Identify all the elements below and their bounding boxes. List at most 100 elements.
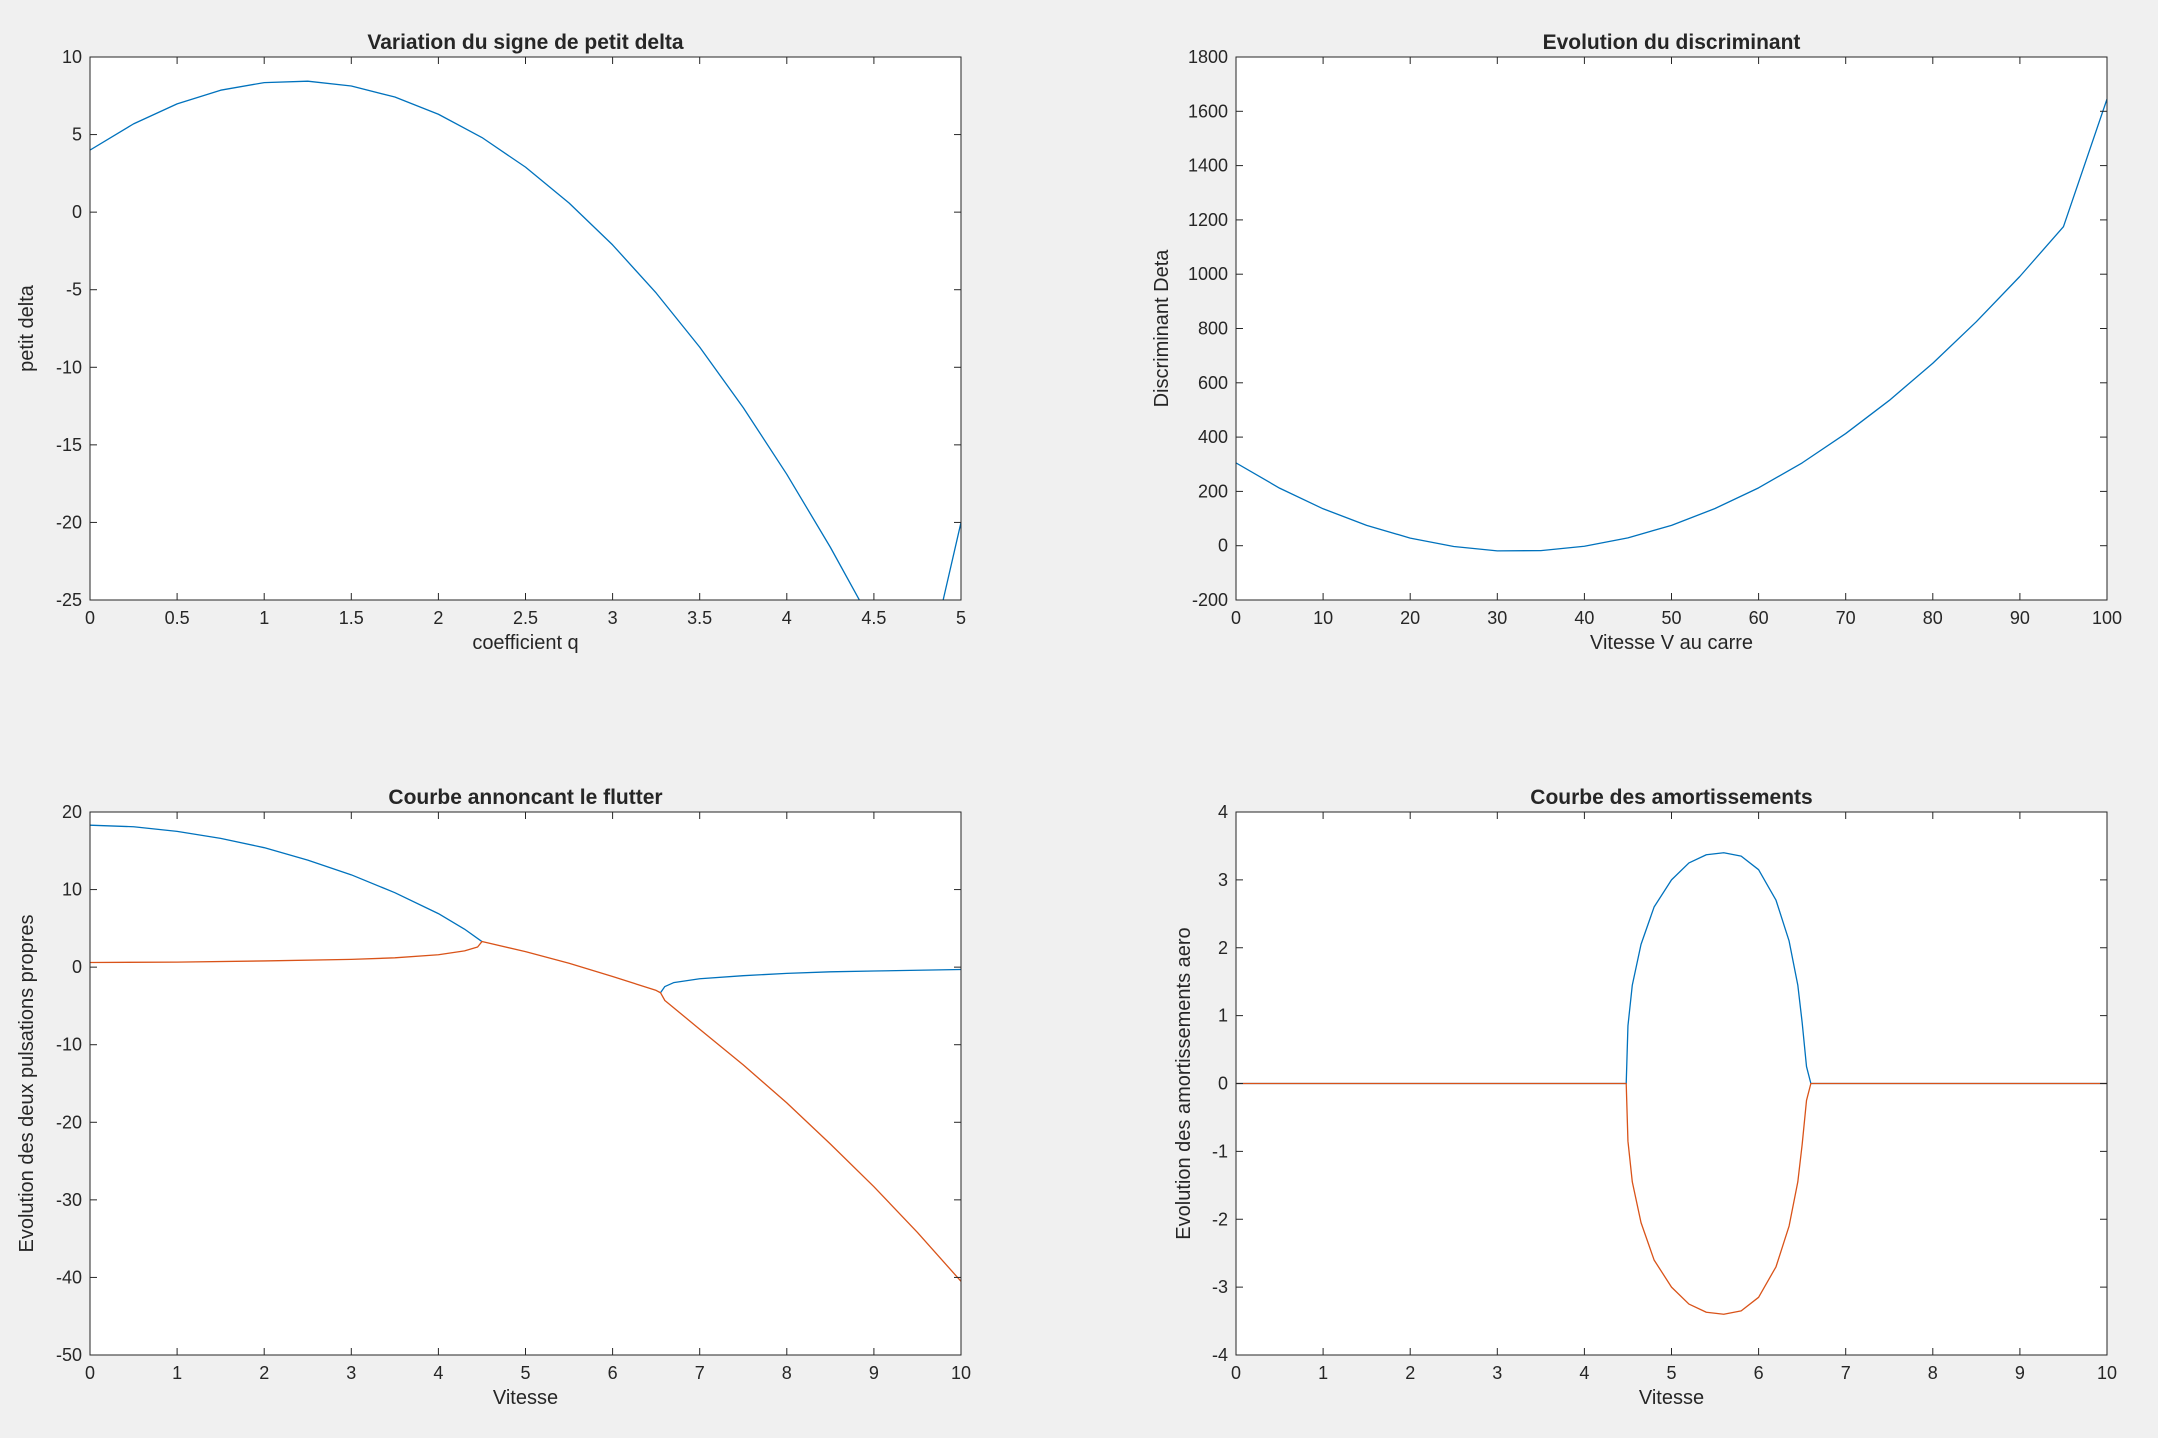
y-tick-label: 0	[72, 957, 82, 977]
y-tick-label: 10	[62, 880, 82, 900]
x-tick-label: 10	[2097, 1363, 2117, 1383]
y-tick-label: 10	[62, 47, 82, 67]
x-tick-label: 5	[1666, 1363, 1676, 1383]
x-axis-label: Vitesse	[493, 1387, 558, 1409]
x-tick-label: 0	[85, 1363, 95, 1383]
chart-title: Courbe des amortissements	[1530, 786, 1812, 809]
x-tick-label: 3	[1492, 1363, 1502, 1383]
y-tick-label: 1600	[1188, 101, 1228, 121]
x-tick-label: 0	[1231, 608, 1241, 628]
y-tick-label: -1	[1212, 1141, 1228, 1161]
y-axis-label: Evolution des deux pulsations propres	[16, 915, 38, 1253]
chart-title: Variation du signe de petit delta	[367, 31, 684, 54]
y-tick-label: 3	[1218, 870, 1228, 890]
y-tick-label: -20	[56, 512, 82, 532]
x-tick-label: 8	[1928, 1363, 1938, 1383]
series-group	[90, 824, 961, 1282]
x-tick-label: 100	[2092, 608, 2122, 628]
plot-area	[90, 812, 961, 1355]
series-line-1	[90, 80, 961, 600]
y-axis-label: Discriminant Deta	[1151, 249, 1173, 408]
y-tick-label: 0	[1218, 536, 1228, 556]
y-tick-label: -200	[1192, 590, 1228, 610]
plot-area	[90, 57, 961, 600]
y-tick-label: 4	[1218, 802, 1228, 822]
x-tick-label: 3.5	[687, 608, 712, 628]
x-tick-label: 70	[1836, 608, 1856, 628]
y-tick-label: 20	[62, 802, 82, 822]
x-tick-label: 0.5	[165, 608, 190, 628]
x-tick-label: 30	[1487, 608, 1507, 628]
x-tick-label: 6	[608, 1363, 618, 1383]
x-tick-label: 4	[433, 1363, 443, 1383]
x-tick-label: 4	[1579, 1363, 1589, 1383]
y-tick-label: 1400	[1188, 156, 1228, 176]
y-tick-label: -3	[1212, 1277, 1228, 1297]
y-tick-label: -5	[66, 280, 82, 300]
y-tick-label: 400	[1198, 427, 1228, 447]
x-tick-label: 5	[956, 608, 966, 628]
y-tick-label: 200	[1198, 481, 1228, 501]
x-axis-label: Vitesse V au carre	[1590, 632, 1753, 654]
x-tick-label: 3	[346, 1363, 356, 1383]
y-tick-label: 1800	[1188, 47, 1228, 67]
axes-3: 0 1 2 3 4 5 6 7 8 9 10 -50 -40 -30 -20 -10 0 10 20 Courbe a…	[16, 786, 971, 1409]
y-axis-label: Evolution des amortissements aero	[1173, 927, 1195, 1239]
series-group	[1236, 852, 2107, 1315]
x-tick-label: 0	[85, 608, 95, 628]
y-tick-label: -40	[56, 1267, 82, 1287]
y-tick-label: 2	[1218, 938, 1228, 958]
y-tick-label: 5	[72, 125, 82, 145]
axes-1: 0 0.5 1 1.5 2 2.5 3 3.5 4 4.5 5 -25 -20 -15 -10 -5 0 5 10 V…	[16, 31, 966, 654]
x-tick-label: 40	[1574, 608, 1594, 628]
y-tick-label: 0	[1218, 1074, 1228, 1094]
x-tick-label: 5	[520, 1363, 530, 1383]
x-tick-label: 2	[259, 1363, 269, 1383]
chart-title: Courbe annoncant le flutter	[388, 786, 662, 809]
x-tick-label: 7	[1841, 1363, 1851, 1383]
x-tick-label: 4	[782, 608, 792, 628]
y-tick-label: -20	[56, 1112, 82, 1132]
series-line-2	[1236, 1082, 2107, 1315]
x-tick-label: 1	[1318, 1363, 1328, 1383]
y-tick-label: -4	[1212, 1345, 1228, 1365]
y-tick-label: 0	[72, 202, 82, 222]
x-axis-label: Vitesse	[1639, 1387, 1704, 1409]
y-tick-label: -15	[56, 435, 82, 455]
x-axis-label: coefficient q	[472, 632, 578, 654]
x-tick-label: 1	[259, 608, 269, 628]
y-tick-label: -50	[56, 1345, 82, 1365]
series-line-1	[90, 824, 961, 994]
x-tick-label: 9	[2015, 1363, 2025, 1383]
series-line-2	[90, 940, 961, 1282]
x-tick-label: 7	[695, 1363, 705, 1383]
x-tick-label: 9	[869, 1363, 879, 1383]
y-tick-label: 800	[1198, 319, 1228, 339]
y-tick-label: 600	[1198, 373, 1228, 393]
x-tick-label: 3	[608, 608, 618, 628]
series-group	[1236, 98, 2107, 552]
y-tick-label: 1000	[1188, 264, 1228, 284]
axes-2: 0 10 20 30 40 50 60 70 80 90 100-20002004006008001…	[1151, 31, 2122, 654]
series-line-1	[1236, 852, 2107, 1085]
x-tick-label: 10	[951, 1363, 971, 1383]
y-tick-label: 1	[1218, 1006, 1228, 1026]
x-tick-label: 2	[1405, 1363, 1415, 1383]
x-tick-label: 80	[1923, 608, 1943, 628]
x-tick-label: 0	[1231, 1363, 1241, 1383]
y-tick-label: -10	[56, 357, 82, 377]
x-tick-label: 90	[2010, 608, 2030, 628]
x-tick-label: 8	[782, 1363, 792, 1383]
y-tick-label: 1200	[1188, 210, 1228, 230]
chart-title: Evolution du discriminant	[1543, 31, 1801, 54]
x-tick-label: 60	[1749, 608, 1769, 628]
series-group	[90, 80, 961, 600]
y-tick-label: -10	[56, 1035, 82, 1055]
axes-4: 0 1 2 3 4 5 6 7 8 9 10 -4 -3 -2 -1 0 1 2 3 4 Courbe des amor…	[1173, 786, 2117, 1409]
x-tick-label: 6	[1754, 1363, 1764, 1383]
y-tick-label: -25	[56, 590, 82, 610]
x-tick-label: 50	[1661, 608, 1681, 628]
plot-area	[1236, 57, 2107, 600]
y-tick-label: -30	[56, 1190, 82, 1210]
x-tick-label: 1.5	[339, 608, 364, 628]
